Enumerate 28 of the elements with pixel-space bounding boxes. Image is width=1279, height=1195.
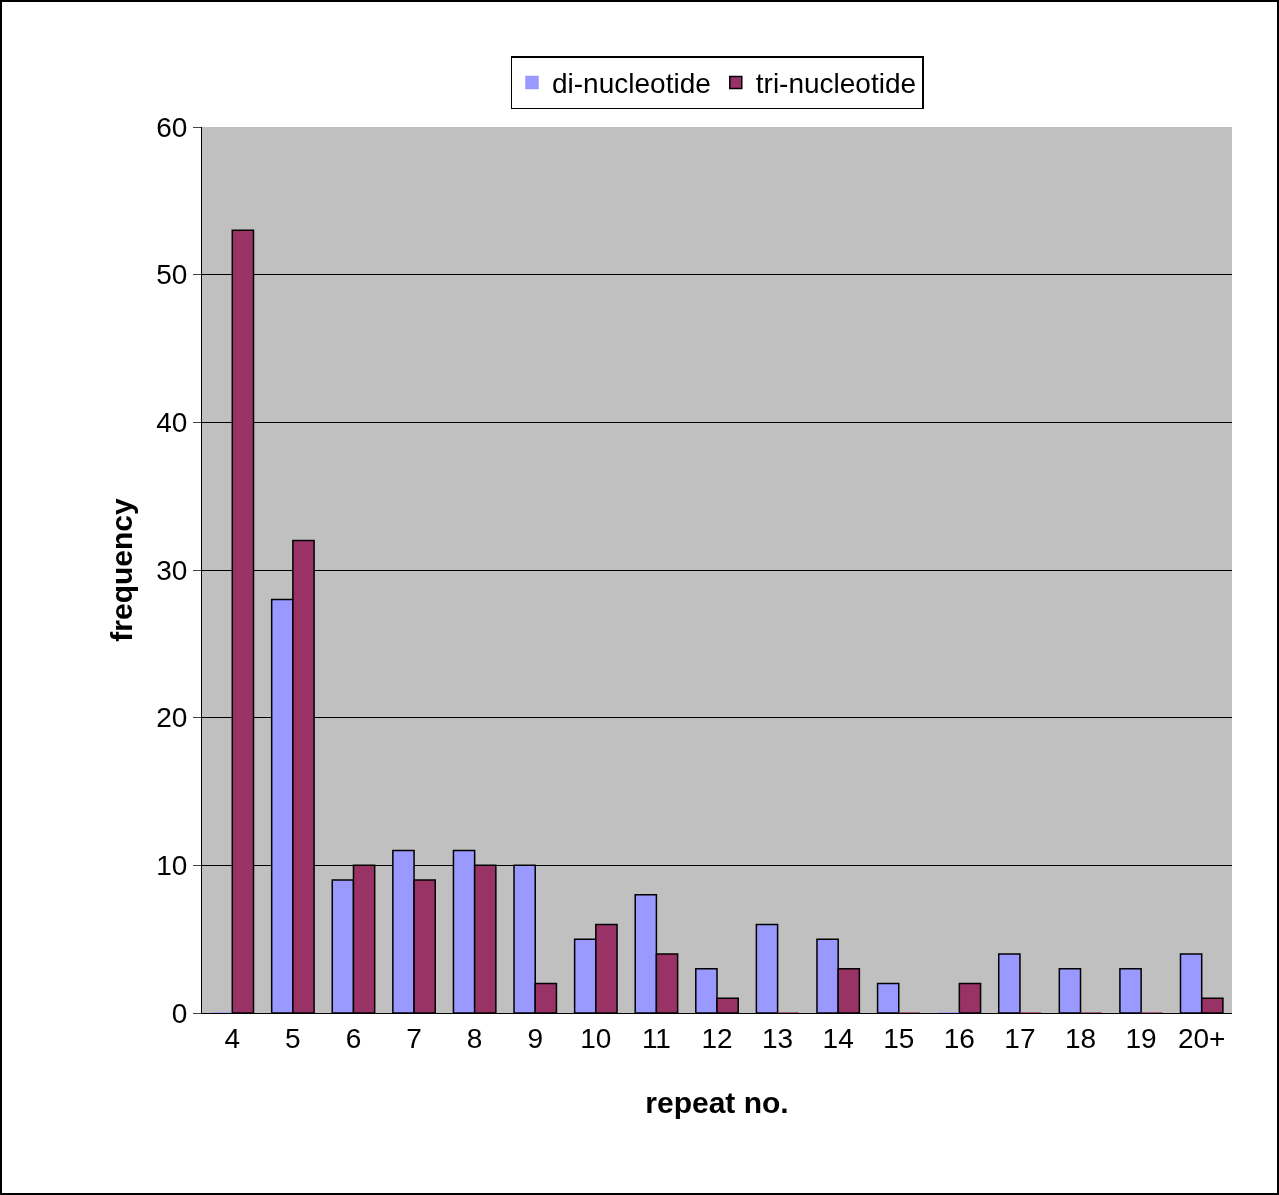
y-tick-label: 0 bbox=[171, 997, 188, 1029]
x-tick-label: 18 bbox=[1064, 1022, 1097, 1054]
x-tick-label: 13 bbox=[762, 1022, 794, 1054]
x-tick-label: 20+ bbox=[1177, 1022, 1226, 1054]
x-tick-label: 19 bbox=[1125, 1022, 1157, 1054]
x-tick-label: 5 bbox=[285, 1022, 301, 1054]
x-tick-label: 14 bbox=[822, 1022, 854, 1054]
x-tick-label: 16 bbox=[943, 1022, 975, 1054]
y-tick-label: 60 bbox=[156, 111, 188, 143]
legend-label: di-nucleotide bbox=[552, 68, 711, 100]
y-tick-label: 10 bbox=[156, 850, 188, 882]
y-tick-label: 40 bbox=[156, 407, 188, 439]
x-tick-label: 17 bbox=[1004, 1022, 1036, 1054]
x-axis-title: repeat no. bbox=[645, 1086, 789, 1119]
x-tick-label: 10 bbox=[580, 1022, 612, 1054]
y-tick-label: 30 bbox=[156, 554, 188, 586]
x-tick-label: 9 bbox=[527, 1022, 544, 1054]
x-tick-label: 8 bbox=[466, 1022, 483, 1054]
y-axis-title: frequency bbox=[105, 498, 138, 642]
y-tick-label: 50 bbox=[156, 259, 188, 291]
x-tick-label: 4 bbox=[224, 1022, 241, 1054]
x-tick-label: 11 bbox=[641, 1022, 671, 1054]
x-tick-label: 12 bbox=[701, 1022, 733, 1054]
legend-label: tri-nucleotide bbox=[755, 68, 917, 100]
x-tick-label: 6 bbox=[345, 1022, 362, 1054]
x-tick-label: 7 bbox=[406, 1022, 422, 1054]
y-tick-label: 20 bbox=[156, 702, 188, 734]
x-tick-label: 15 bbox=[883, 1022, 915, 1054]
